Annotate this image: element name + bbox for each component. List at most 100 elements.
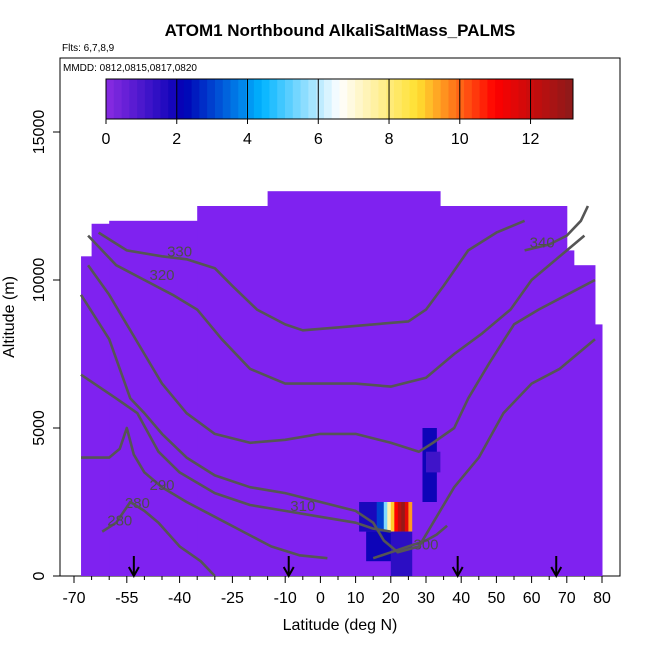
chart-title: ATOM1 Northbound AlkaliSaltMass_PALMS <box>165 21 516 40</box>
contour-line-2 <box>80 373 392 533</box>
contour-label-0: 280 <box>125 495 150 512</box>
x-tick-label-4: -10 <box>274 590 297 607</box>
colorbar-segment-43 <box>440 79 449 119</box>
flight-arrow-head-1 <box>282 566 295 579</box>
contour-label-7: 330 <box>167 243 192 260</box>
x-tick-label-10: 50 <box>488 590 506 607</box>
field-cell-9 <box>408 502 413 532</box>
colorbar-segment-51 <box>502 79 512 119</box>
y-tick-label-3: 15000 <box>31 110 48 155</box>
contour-label-8: 340 <box>530 234 555 251</box>
colorbar-segment-59 <box>565 79 574 119</box>
field-cell-13 <box>426 451 441 473</box>
colorbar-segment-58 <box>557 79 566 119</box>
colorbar-segment-44 <box>448 79 457 119</box>
colorbar-segment-47 <box>471 79 480 119</box>
x-tick-label-7: 20 <box>382 590 400 607</box>
flight-arrow-head-0 <box>127 566 140 579</box>
colorbar-segment-45 <box>456 79 465 119</box>
colorbar-segment-26 <box>308 79 317 119</box>
field-cell-1 <box>376 502 385 532</box>
contour-label-1: 280 <box>107 513 132 530</box>
colorbar-segment-32 <box>355 79 364 119</box>
colorbar: 0 2 4 6 8 10 12 <box>102 78 574 148</box>
x-tick-label-3: -25 <box>221 590 244 607</box>
field-column-3 <box>197 206 269 576</box>
contour-label-2: 290 <box>149 477 174 494</box>
field-column-8 <box>573 265 596 576</box>
colorbar-tick-label-1: 2 <box>172 131 181 148</box>
colorbar-segment-17 <box>238 79 247 119</box>
field-cell-7 <box>401 502 406 532</box>
colorbar-segment-41 <box>425 79 434 119</box>
field-column-1 <box>91 223 110 576</box>
y-tick-label-0: 0 <box>31 571 48 580</box>
colorbar-segment-2 <box>121 79 130 119</box>
colorbar-segment-57 <box>549 79 558 119</box>
colorbar-segment-27 <box>316 79 325 119</box>
colorbar-segment-25 <box>300 79 309 119</box>
field-cell-3 <box>387 502 392 532</box>
contour-line-6 <box>87 234 586 388</box>
contour-line-4 <box>79 294 596 554</box>
colorbar-segment-18 <box>246 79 255 119</box>
colorbar-segment-8 <box>168 79 177 119</box>
x-tick-label-1: -55 <box>115 590 138 607</box>
contour-line-3 <box>372 524 448 560</box>
colorbar-segment-28 <box>323 79 333 119</box>
colorbar-segment-49 <box>487 79 496 119</box>
colorbar-segment-21 <box>269 79 278 119</box>
contour-line-0 <box>81 426 328 560</box>
field-cell-4 <box>390 502 395 532</box>
colorbar-segment-46 <box>464 79 473 119</box>
x-tick-label-2: -40 <box>168 590 191 607</box>
axes: -70 -55 -40 -25 -10 0 10 20 30 40 50 60 70 8005000100… <box>31 110 611 607</box>
colorbar-segment-5 <box>144 79 154 119</box>
flight-arrow-head-3 <box>550 566 563 579</box>
colorbar-segment-50 <box>495 79 504 119</box>
chart-subtitle: Flts: 6,7,8,9 <box>62 43 115 54</box>
colorbar-segment-39 <box>409 79 418 119</box>
colorbar-tick-label-0: 0 <box>102 131 111 148</box>
field-column-9 <box>594 324 603 576</box>
colorbar-segment-16 <box>230 79 239 119</box>
field-cell-5 <box>394 502 399 532</box>
colorbar-segment-0 <box>106 79 115 119</box>
colorbar-segment-37 <box>393 79 403 119</box>
colorbar-segment-42 <box>432 79 442 119</box>
colorbar-segment-56 <box>541 79 551 119</box>
colorbar-segment-22 <box>277 79 286 119</box>
field-cell-8 <box>404 502 409 532</box>
colorbar-segment-34 <box>370 79 379 119</box>
colorbar-tick-label-4: 8 <box>385 131 394 148</box>
dates-annotation: MMDD: 0812,0815,0817,0820 <box>63 63 197 74</box>
contour-line-1 <box>101 500 216 577</box>
colorbar-segment-35 <box>378 79 387 119</box>
field-cell-2 <box>383 502 388 532</box>
colorbar-segment-12 <box>199 79 208 119</box>
flight-arrow-head-2 <box>451 566 464 579</box>
colorbar-segment-38 <box>401 79 410 119</box>
colorbar-segment-40 <box>417 79 426 119</box>
colorbar-segment-1 <box>113 79 122 119</box>
field-column-0 <box>81 256 93 576</box>
y-tick-label-2: 10000 <box>31 258 48 303</box>
colorbar-segment-14 <box>214 79 224 119</box>
colorbar-segment-20 <box>261 79 270 119</box>
field-column-5 <box>440 206 533 576</box>
x-tick-label-0: -70 <box>62 590 85 607</box>
colorbar-segment-33 <box>362 79 372 119</box>
colorbar-segment-55 <box>534 79 543 119</box>
colorbar-segment-19 <box>253 79 263 119</box>
x-tick-label-9: 40 <box>452 590 470 607</box>
colorbar-segment-30 <box>339 79 348 119</box>
field-cell-11 <box>390 531 413 576</box>
x-tick-label-12: 70 <box>558 590 576 607</box>
y-axis-label: Altitude (m) <box>1 276 18 358</box>
colorbar-tick-label-6: 12 <box>522 131 540 148</box>
contour-line-5 <box>87 264 596 453</box>
x-tick-label-6: 10 <box>347 590 365 607</box>
colorbar-segment-11 <box>191 79 200 119</box>
